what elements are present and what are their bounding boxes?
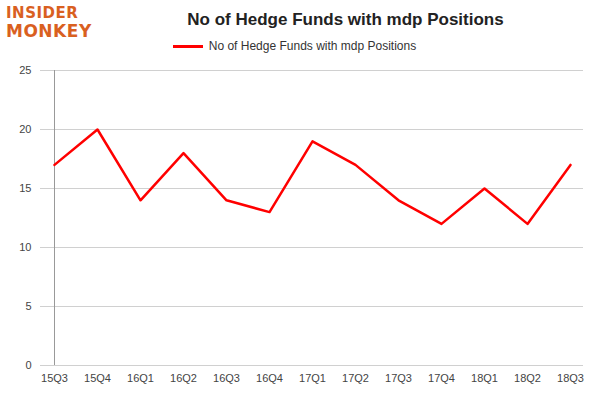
svg-text:18Q1: 18Q1 [471, 372, 498, 384]
svg-text:16Q3: 16Q3 [213, 372, 240, 384]
svg-text:0: 0 [25, 359, 31, 371]
html-text:No of Hedge Funds with mdp Pos: No of Hedge Funds with mdp Positions [208, 39, 417, 53]
svg-text:5: 5 [25, 300, 31, 312]
svg-text:16Q2: 16Q2 [170, 372, 197, 384]
svg-text:17Q2: 17Q2 [342, 372, 369, 384]
svg-text:16Q1: 16Q1 [127, 372, 154, 384]
svg-text:10: 10 [19, 241, 31, 253]
svg-text:18Q3: 18Q3 [557, 372, 584, 384]
svg-text:17Q1: 17Q1 [299, 372, 326, 384]
html-text:No of Hedge Funds with mdp Pos: No of Hedge Funds with mdp Positions [187, 10, 504, 29]
svg-text:15Q3: 15Q3 [41, 372, 68, 384]
svg-text:17Q4: 17Q4 [428, 372, 455, 384]
svg-text:16Q4: 16Q4 [256, 372, 283, 384]
svg-text:15Q4: 15Q4 [84, 372, 111, 384]
svg-text:15: 15 [19, 182, 31, 194]
html-text:INSIDER: INSIDER [6, 4, 79, 22]
svg-text:17Q3: 17Q3 [385, 372, 412, 384]
svg-text:18Q2: 18Q2 [514, 372, 541, 384]
svg-text:25: 25 [19, 64, 31, 76]
html-text:MONKEY: MONKEY [6, 21, 92, 41]
svg-text:20: 20 [19, 123, 31, 135]
